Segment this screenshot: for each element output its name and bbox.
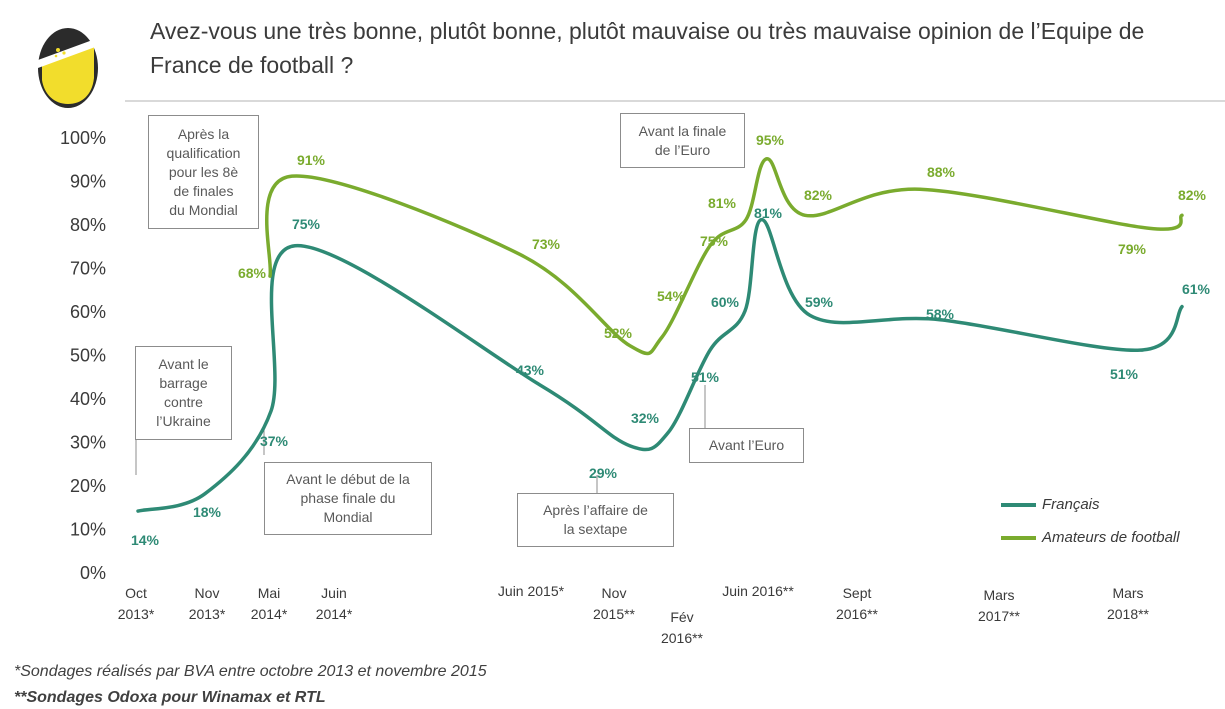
data-label-francais: 61% bbox=[1182, 281, 1211, 297]
data-label-amateurs: 75% bbox=[700, 233, 729, 249]
data-labels: 14% 18% 37% 75% 43% 29% 32% 51% 60% 81% 59% 58% 51% 6… bbox=[131, 132, 1211, 548]
y-tick-label: 70% bbox=[70, 259, 106, 279]
x-tick-label: Fév 2016** bbox=[661, 609, 704, 646]
data-label-francais: 37% bbox=[260, 433, 289, 449]
odoxa-logo bbox=[38, 28, 98, 108]
data-label-francais: 32% bbox=[631, 410, 660, 426]
footnote-bva: *Sondages réalisés par BVA entre octobre… bbox=[14, 663, 487, 680]
y-tick-label: 90% bbox=[70, 172, 106, 192]
annotation-debut-mondial: Avant le début de la phase finale du Mon… bbox=[264, 462, 432, 535]
x-tick-label: Nov 2013* bbox=[189, 585, 226, 622]
x-tick-label: Juin 2015* bbox=[498, 583, 565, 599]
data-label-francais: 58% bbox=[926, 306, 955, 322]
x-tick-label: Sept 2016** bbox=[836, 585, 879, 622]
y-axis: 0% 10% 20% 30% 40% 50% 60% 70% 80% 90% 100% bbox=[60, 128, 106, 583]
data-label-amateurs: 52% bbox=[604, 325, 633, 341]
x-axis: Oct 2013* Nov 2013* Mai 2014* Juin 2014* Juin 20… bbox=[118, 583, 1150, 646]
annotation-finale-euro: Avant la finale de l’Euro bbox=[620, 113, 745, 168]
y-tick-label: 80% bbox=[70, 215, 106, 235]
data-label-francais: 75% bbox=[292, 216, 321, 232]
x-tick-label: Nov 2015** bbox=[593, 585, 636, 622]
data-label-amateurs: 81% bbox=[708, 195, 737, 211]
legend-label-francais: Français bbox=[1042, 496, 1100, 513]
series-line-francais bbox=[136, 217, 1184, 513]
data-label-amateurs: 82% bbox=[804, 187, 833, 203]
data-label-amateurs: 73% bbox=[532, 236, 561, 252]
data-label-amateurs: 79% bbox=[1118, 241, 1147, 257]
data-label-amateurs: 95% bbox=[756, 132, 785, 148]
x-tick-label: Mars 2018** bbox=[1107, 585, 1150, 622]
data-label-francais: 18% bbox=[193, 504, 222, 520]
y-tick-label: 100% bbox=[60, 128, 106, 148]
annotation-barrage-ukraine: Avant le barrage contre l’Ukraine bbox=[135, 346, 232, 440]
y-tick-label: 40% bbox=[70, 389, 106, 409]
data-label-francais: 81% bbox=[754, 205, 783, 221]
title-divider bbox=[125, 100, 1225, 102]
x-tick-label: Juin 2014* bbox=[316, 585, 353, 622]
data-label-amateurs: 54% bbox=[657, 288, 686, 304]
footnote-odoxa: **Sondages Odoxa pour Winamax et RTL bbox=[14, 689, 326, 706]
data-label-francais: 51% bbox=[1110, 366, 1139, 382]
data-label-francais: 60% bbox=[711, 294, 740, 310]
y-tick-label: 10% bbox=[70, 520, 106, 540]
annotation-qualification-8e: Après la qualification pour les 8è de fi… bbox=[148, 115, 259, 229]
data-label-francais: 43% bbox=[516, 362, 545, 378]
y-tick-label: 20% bbox=[70, 476, 106, 496]
y-tick-label: 60% bbox=[70, 302, 106, 322]
data-label-amateurs: 68% bbox=[238, 265, 267, 281]
data-label-amateurs: 88% bbox=[927, 164, 956, 180]
legend-label-amateurs: Amateurs de football bbox=[1042, 529, 1180, 546]
x-tick-label: Mars 2017** bbox=[978, 587, 1021, 624]
y-tick-label: 50% bbox=[70, 346, 106, 366]
data-label-francais: 14% bbox=[131, 532, 160, 548]
annotation-avant-euro: Avant l’Euro bbox=[689, 428, 804, 463]
page-title: Avez-vous une très bonne, plutôt bonne, … bbox=[150, 18, 1145, 78]
series-lines bbox=[136, 157, 1184, 513]
data-label-francais: 51% bbox=[691, 369, 720, 385]
annotation-leaders bbox=[135, 385, 706, 493]
x-tick-label: Juin 2016** bbox=[722, 583, 794, 599]
annotation-affaire-sextape: Après l’affaire de la sextape bbox=[517, 493, 674, 547]
y-tick-label: 30% bbox=[70, 433, 106, 453]
data-label-amateurs: 91% bbox=[297, 152, 326, 168]
x-tick-label: Oct 2013* bbox=[118, 585, 155, 622]
series-line-amateurs bbox=[265, 157, 1184, 356]
data-label-francais: 59% bbox=[805, 294, 834, 310]
data-label-amateurs: 82% bbox=[1178, 187, 1207, 203]
y-tick-label: 0% bbox=[80, 563, 106, 583]
x-tick-label: Mai 2014* bbox=[251, 585, 288, 622]
legend bbox=[1001, 503, 1036, 540]
data-label-francais: 29% bbox=[589, 465, 618, 481]
